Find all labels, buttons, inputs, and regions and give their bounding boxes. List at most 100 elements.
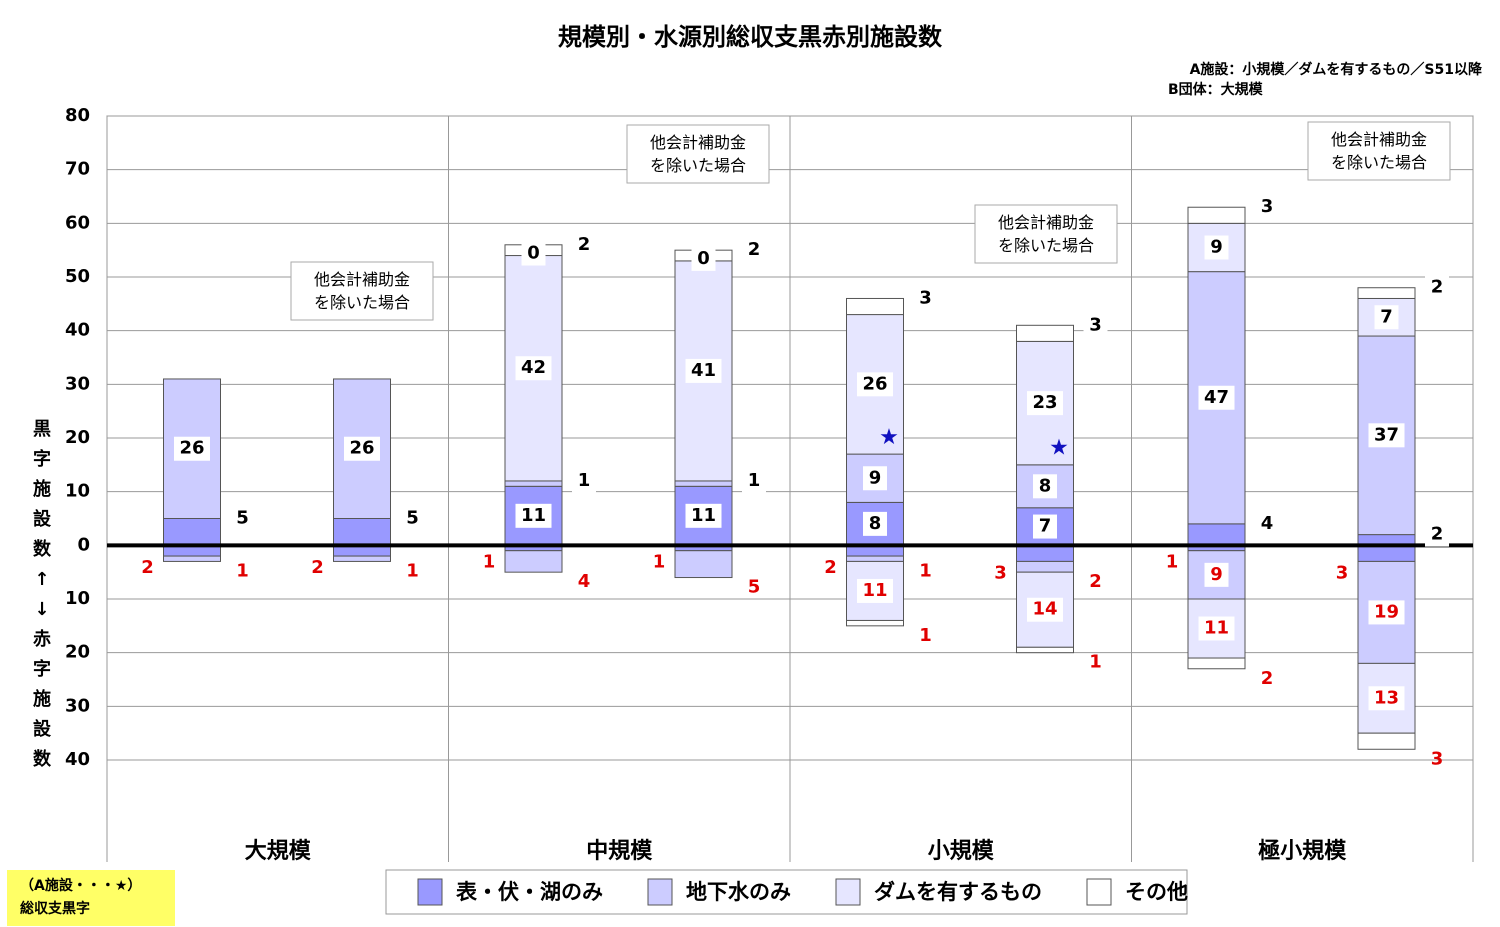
bar-segment (163, 555, 221, 562)
bar-segment (163, 518, 221, 546)
data-label-bg (1083, 313, 1108, 338)
data-label: 1 (1166, 552, 1179, 573)
note-box (290, 261, 434, 321)
data-label-bg (742, 468, 766, 493)
data-label: 23 (1032, 392, 1057, 413)
data-label-bg (1033, 514, 1057, 539)
data-label-bg (685, 358, 722, 383)
data-label-bg (515, 503, 552, 528)
bar-segment (333, 518, 391, 546)
data-label: 3 (919, 287, 932, 308)
data-label: 11 (521, 505, 546, 526)
data-label: 42 (521, 357, 546, 378)
data-label-bg (515, 356, 552, 381)
data-label-bg (1033, 474, 1057, 499)
data-label-bg (1425, 522, 1449, 547)
data-label: 9 (869, 467, 882, 488)
data-label-bg (863, 511, 887, 536)
y-tick-label: 0 (77, 534, 90, 555)
data-label: 3 (994, 562, 1007, 583)
legend-label: その他 (1125, 880, 1188, 904)
bar-segment (504, 550, 563, 573)
bar-segment (1016, 544, 1074, 562)
data-label: 1 (236, 560, 249, 581)
y-tick-label: 20 (65, 642, 90, 663)
star-marker: ★ (1049, 436, 1069, 461)
data-label-bg (1198, 616, 1235, 641)
y-tick-label: 40 (65, 749, 90, 770)
data-label: 2 (1431, 277, 1444, 298)
data-label: 3 (1336, 562, 1349, 583)
data-label: 9 (1210, 236, 1223, 257)
data-label: 3 (1431, 748, 1444, 769)
data-label-bg (174, 436, 210, 461)
subtitle: B団体：大規模 (1168, 81, 1264, 98)
data-label: 2 (1431, 524, 1444, 545)
note-box (626, 124, 770, 184)
data-label-bg (863, 466, 887, 491)
legend-swatch (417, 878, 443, 906)
data-label: 5 (236, 508, 249, 529)
data-label: 0 (527, 243, 540, 264)
data-label-bg (1255, 195, 1279, 220)
data-label: 2 (1261, 668, 1274, 689)
note: 他会計補助金を除いた場合 (998, 213, 1094, 255)
data-label-bg (1198, 385, 1235, 410)
bar-segment (846, 555, 904, 562)
data-label-bg (742, 238, 766, 263)
data-label-bg (1368, 600, 1405, 625)
data-label: 11 (862, 580, 887, 601)
data-label: 4 (578, 571, 591, 592)
data-label: 5 (748, 577, 761, 598)
legend (385, 869, 1188, 915)
data-label: 1 (578, 470, 591, 491)
data-label-bg (572, 468, 596, 493)
bar-segment (846, 297, 904, 316)
data-label: 1 (919, 625, 932, 646)
data-label-bg (1204, 562, 1229, 587)
y-axis-title: 黒字施設数↑ ↓赤字施設数 (33, 419, 52, 770)
y-tick-label: 10 (65, 481, 90, 502)
data-label-bg (230, 506, 255, 531)
data-label: 1 (919, 560, 932, 581)
data-label: 13 (1374, 687, 1399, 708)
data-label: 9 (1210, 564, 1223, 585)
data-label-bg (1204, 235, 1229, 260)
data-label: 4 (1261, 513, 1274, 534)
legend-label: 表・伏・湖のみ (456, 880, 603, 904)
y-tick-label: 50 (65, 266, 90, 287)
star-marker: ★ (879, 425, 899, 450)
legend-swatch (1086, 878, 1112, 906)
data-label-bg (572, 232, 596, 257)
data-label: 11 (1204, 618, 1229, 639)
y-tick-label: 40 (65, 320, 90, 341)
group-label: 極小規模 (1258, 838, 1347, 864)
data-label: 2 (824, 557, 837, 578)
data-label: 2 (578, 234, 591, 255)
y-tick-label: 20 (65, 427, 90, 448)
data-label: 26 (862, 373, 887, 394)
data-label-bg (913, 286, 938, 311)
bar-segment (1016, 324, 1074, 342)
y-tick-label: 80 (65, 105, 90, 126)
data-label: 2 (311, 557, 324, 578)
note: 他会計補助金を除いた場合 (1331, 130, 1427, 172)
y-tick-label: 60 (65, 212, 90, 233)
legend-label: ダムを有するもの (874, 880, 1042, 904)
data-label-bg (1027, 391, 1063, 416)
y-tick-label: 30 (65, 373, 90, 394)
bar-segment (1187, 523, 1246, 546)
data-label: 7 (1039, 516, 1052, 537)
legend-swatch (647, 878, 673, 906)
bar-segment (504, 480, 563, 487)
subtitle: A施設：小規模／ダムを有するもの／S51以降 (1190, 61, 1483, 78)
data-label: 2 (141, 557, 154, 578)
data-label: 26 (349, 438, 374, 459)
bar-segment (1016, 646, 1074, 654)
bar-segment (1187, 206, 1246, 224)
footnote: 総収支黒字 (20, 900, 90, 917)
data-label: 1 (1089, 652, 1102, 673)
data-label: 8 (1039, 475, 1052, 496)
data-label: 2 (748, 239, 761, 260)
